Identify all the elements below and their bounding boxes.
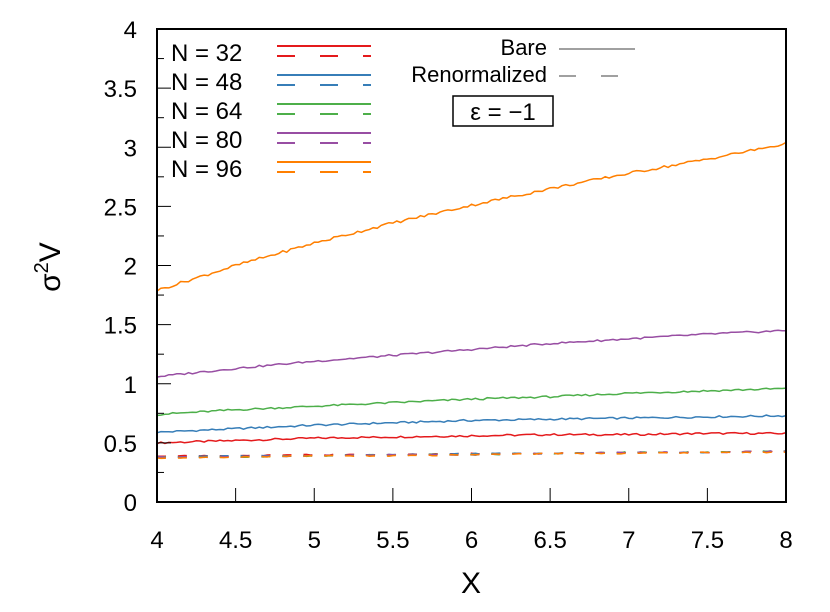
y-tick-label: 0.5 — [104, 431, 137, 458]
x-tick-label: 6.5 — [533, 527, 566, 554]
x-tick-label: 7.5 — [691, 527, 724, 554]
x-tick-label: 5.5 — [376, 527, 409, 554]
svg-text:σ2V: σ2V — [31, 242, 67, 292]
series-layer — [156, 141, 787, 460]
series-n80-bare — [156, 329, 786, 378]
y-tick-label: 2.5 — [104, 194, 137, 221]
y-tick-label: 4 — [124, 17, 137, 44]
legend-series: N = 32N = 48N = 64N = 80N = 96 — [171, 40, 371, 183]
x-tick-label: 5 — [308, 527, 321, 554]
legend-style: Bare Renormalized ε = −1 — [411, 35, 635, 127]
series-n48-bare — [156, 414, 787, 434]
legend-bare-label: Bare — [501, 35, 547, 60]
x-tick-label: 4.5 — [219, 527, 252, 554]
x-axis-label: X — [461, 567, 481, 600]
legend-label: N = 32 — [171, 40, 242, 67]
axis-ticks — [157, 58, 708, 502]
series-n64-bare — [156, 387, 787, 417]
y-label-tail: V — [34, 242, 67, 262]
series-n96-renormalized — [156, 451, 787, 460]
legend-label: N = 64 — [171, 98, 242, 125]
y-tick-label: 1.5 — [104, 313, 137, 340]
x-tick-label: 7 — [622, 527, 635, 554]
y-label-base: σ — [34, 273, 67, 292]
y-tick-label: 1 — [124, 372, 137, 399]
y-tick-label: 3 — [124, 135, 137, 162]
y-tick-label: 2 — [124, 254, 137, 281]
y-tick-label: 0 — [124, 490, 137, 517]
x-tick-label: 8 — [779, 527, 792, 554]
y-label-sup: 2 — [31, 262, 53, 273]
x-tick-labels: 4 4.5 5 5.5 6 6.5 7 7.5 8 — [150, 527, 792, 554]
legend-label: N = 48 — [171, 69, 242, 96]
y-tick-labels: 0 0.5 1 1.5 2 2.5 3 3.5 4 — [104, 17, 137, 517]
y-tick-label: 3.5 — [104, 76, 137, 103]
x-tick-label: 6 — [465, 527, 478, 554]
legend-label: N = 80 — [171, 127, 242, 154]
legend-renormalized-label: Renormalized — [411, 62, 547, 87]
legend-label: N = 96 — [171, 156, 242, 183]
series-n32-bare — [156, 431, 787, 445]
x-tick-label: 4 — [150, 527, 163, 554]
y-axis-label: σ2V — [31, 242, 67, 292]
series-n96-bare — [156, 141, 787, 292]
epsilon-annotation-box — [452, 95, 554, 127]
epsilon-annotation: ε = −1 — [470, 99, 535, 126]
